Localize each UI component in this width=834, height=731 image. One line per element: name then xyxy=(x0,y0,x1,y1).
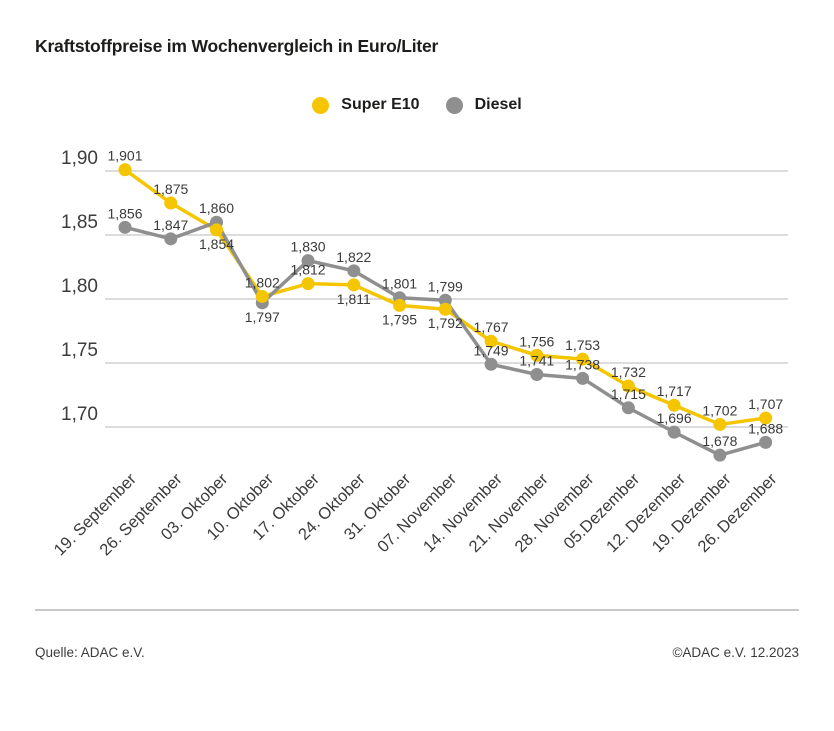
data-point-super-e10 xyxy=(759,411,773,425)
data-point-super-e10 xyxy=(530,348,544,362)
value-label: 1,707 xyxy=(748,396,783,412)
value-label: 1,795 xyxy=(382,311,417,327)
value-label: 1,811 xyxy=(337,291,371,307)
value-label: 1,732 xyxy=(611,364,646,380)
line-chart: 1,90 1,85 1,80 1,75 1,70 19. September 26. Sep… xyxy=(51,148,788,560)
value-label: 1,856 xyxy=(107,205,142,221)
data-point-super-e10 xyxy=(118,163,132,177)
chart-legend: Super E10 Diesel xyxy=(0,96,834,114)
copyright-text: ©ADAC e.V. 12.2023 xyxy=(672,645,799,660)
legend-item-super-e10: Super E10 xyxy=(312,96,420,114)
data-point-super-e10 xyxy=(438,302,452,316)
value-label: 1,797 xyxy=(245,309,280,325)
value-label: 1,822 xyxy=(336,249,371,265)
value-label: 1,854 xyxy=(199,236,234,252)
data-point-diesel xyxy=(301,254,315,268)
value-label: 1,875 xyxy=(153,181,188,197)
value-label: 1,860 xyxy=(199,200,234,216)
data-point-diesel xyxy=(667,425,681,439)
data-point-diesel xyxy=(118,220,132,234)
y-tick-label: 1,75 xyxy=(61,340,98,361)
data-point-super-e10 xyxy=(667,398,681,412)
value-label: 1,715 xyxy=(611,386,646,402)
data-point-diesel xyxy=(347,264,361,278)
value-label: 1,702 xyxy=(702,402,737,418)
data-point-super-e10 xyxy=(576,352,590,366)
y-tick-label: 1,70 xyxy=(61,404,98,425)
data-point-super-e10 xyxy=(713,417,727,431)
value-label: 1,901 xyxy=(107,148,142,164)
data-point-super-e10 xyxy=(164,196,178,210)
data-point-diesel xyxy=(438,293,452,307)
y-tick-label: 1,90 xyxy=(61,148,98,169)
value-label: 1,753 xyxy=(565,337,600,353)
legend-label-super-e10: Super E10 xyxy=(341,96,420,113)
y-tick-label: 1,80 xyxy=(61,276,98,297)
value-label: 1,799 xyxy=(428,278,463,294)
value-label: 1,741 xyxy=(519,353,554,369)
data-point-super-e10 xyxy=(484,334,498,348)
super-e10-dot-icon xyxy=(312,96,330,114)
data-point-super-e10 xyxy=(210,223,224,237)
data-point-super-e10 xyxy=(255,289,269,303)
value-label: 1,847 xyxy=(153,217,188,233)
x-tick-label: 14. November xyxy=(420,470,506,556)
data-point-diesel xyxy=(530,368,544,382)
value-label: 1,696 xyxy=(657,410,692,426)
source-text: Quelle: ADAC e.V. xyxy=(35,645,145,660)
value-label: 1,749 xyxy=(474,342,509,358)
x-tick-label: 21. November xyxy=(466,470,552,556)
data-point-super-e10 xyxy=(301,277,315,291)
value-label: 1,678 xyxy=(702,433,737,449)
value-label: 1,830 xyxy=(291,239,326,255)
x-tick-label: 07. November xyxy=(374,470,460,556)
data-point-diesel xyxy=(576,371,590,385)
data-point-super-e10 xyxy=(347,278,361,292)
footer-divider xyxy=(35,609,799,611)
page-title: Kraftstoffpreise im Wochenvergleich in E… xyxy=(35,36,439,56)
data-point-diesel xyxy=(484,357,498,371)
data-point-diesel xyxy=(713,448,727,462)
value-label: 1,756 xyxy=(519,333,554,349)
data-point-super-e10 xyxy=(393,298,407,312)
x-tick-label: 28. November xyxy=(511,470,597,556)
value-label: 1,767 xyxy=(474,319,509,335)
data-point-diesel xyxy=(621,401,635,415)
data-point-diesel xyxy=(164,232,178,246)
value-label: 1,738 xyxy=(565,356,600,372)
value-label: 1,801 xyxy=(382,276,417,292)
data-point-diesel xyxy=(759,435,773,449)
x-tick-label: 19. Dezember xyxy=(649,470,735,556)
diesel-dot-icon xyxy=(445,96,463,114)
value-label: 1,717 xyxy=(657,383,692,399)
y-tick-label: 1,85 xyxy=(61,212,98,233)
value-label: 1,802 xyxy=(245,274,280,290)
data-point-super-e10 xyxy=(621,379,635,393)
x-tick-label: 19. September xyxy=(51,470,141,560)
x-tick-label: 26. Dezember xyxy=(694,470,780,556)
value-label: 1,812 xyxy=(291,262,326,278)
x-tick-label: 26. September xyxy=(96,470,186,560)
x-tick-label: 12. Dezember xyxy=(603,470,689,556)
value-label: 1,792 xyxy=(428,315,463,331)
value-label: 1,688 xyxy=(748,420,783,436)
legend-item-diesel: Diesel xyxy=(445,96,522,114)
legend-label-diesel: Diesel xyxy=(474,96,522,113)
